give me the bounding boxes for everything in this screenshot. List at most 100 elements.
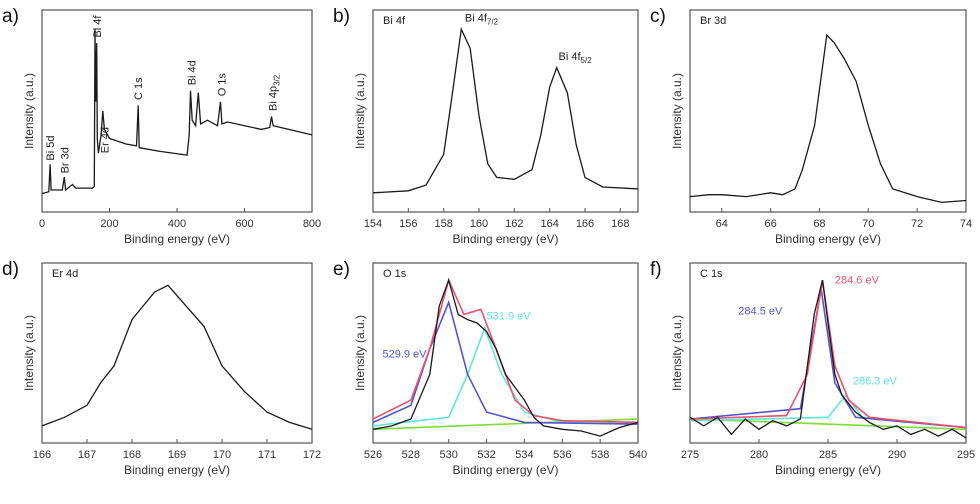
x-axis-label: Binding energy (eV) (124, 463, 230, 477)
x-axis-label: Binding energy (eV) (452, 463, 558, 477)
panel-letter: d) (2, 259, 19, 280)
x-tick-label: 166 (33, 449, 51, 461)
x-tick-label: 295 (957, 449, 975, 461)
panel-letter: a) (2, 6, 19, 27)
annotation-text: 286.3 eV (853, 376, 898, 388)
x-axis-label: Binding energy (eV) (775, 463, 881, 477)
peak-annotation: Er 4d (99, 127, 111, 153)
x-tick-label: 530 (440, 449, 458, 461)
series-raw-line (41, 284, 313, 430)
peak-annotation: 529.9 eV (382, 348, 427, 360)
x-tick-label: 400 (168, 218, 186, 230)
x-tick-label: 526 (364, 449, 382, 461)
x-tick-label: 171 (258, 449, 276, 461)
x-tick-label: 72 (911, 218, 923, 230)
series-raw-line (41, 28, 313, 195)
annotation-text: Bi 4d (187, 60, 199, 85)
peak-annotation: 284.5 eV (738, 305, 783, 317)
panel-title: Br 3d (700, 15, 726, 27)
x-tick-label: 170 (213, 449, 231, 461)
annotation-text: Br 3d (59, 147, 71, 173)
x-tick-label: 536 (553, 449, 571, 461)
x-tick-label: 800 (303, 218, 321, 230)
series-background-line (689, 418, 967, 431)
peak-annotation: Bi 4f (92, 15, 104, 38)
peak-annotation: C 1s (133, 77, 145, 100)
x-tick-label: 290 (888, 449, 906, 461)
x-tick-label: 600 (235, 218, 253, 230)
peak-annotation: 531.9 eV (487, 311, 532, 323)
y-axis-label: Intensity (a.u.) (22, 315, 36, 391)
annotation-subscript: 3/2 (273, 74, 282, 86)
y-axis-label: Intensity (a.u.) (22, 73, 36, 149)
annotation-subscript: 5/2 (581, 56, 593, 65)
series-envelope-line (689, 279, 967, 429)
series-envelope-line (372, 277, 639, 424)
x-tick-label: 167 (78, 449, 96, 461)
panel-title: O 1s (383, 268, 407, 280)
x-axis-label: Binding energy (eV) (452, 232, 558, 246)
x-tick-label: 280 (750, 449, 768, 461)
x-tick-label: 534 (515, 449, 533, 461)
series-raw-line (689, 279, 967, 439)
peak-annotation: 284.6 eV (835, 275, 880, 287)
x-tick-label: 169 (168, 449, 186, 461)
annotation-subscript: 7/2 (487, 18, 499, 27)
peak-annotation: Br 3d (59, 147, 71, 173)
annotation-text: 531.9 eV (487, 311, 532, 323)
annotation-text: Bi 4f (559, 51, 582, 63)
x-tick-label: 68 (813, 218, 825, 230)
x-tick-label: 172 (303, 449, 321, 461)
y-axis-label: Intensity (a.u.) (353, 73, 367, 149)
x-tick-label: 275 (681, 449, 699, 461)
x-tick-label: 154 (364, 218, 382, 230)
annotation-text: Bi 4f (465, 13, 488, 25)
panel-letter: e) (333, 259, 350, 280)
x-tick-label: 285 (819, 449, 837, 461)
x-tick-label: 540 (629, 449, 647, 461)
x-tick-label: 162 (505, 218, 523, 230)
panel-b: b) Bi 4f 154 156 158 160 162 164 166 168 Binding e… (333, 6, 639, 246)
plot-frame (372, 9, 639, 213)
annotation-text: O 1s (217, 73, 229, 97)
peak-annotation: O 1s (217, 73, 229, 97)
x-tick-label: 160 (470, 218, 488, 230)
annotation-text: 529.9 eV (382, 348, 427, 360)
y-axis-label: Intensity (a.u.) (670, 315, 684, 391)
plot-frame (689, 9, 967, 213)
x-tick-label: 0 (39, 218, 45, 230)
panel-title: C 1s (700, 268, 723, 280)
x-tick-label: 166 (576, 218, 594, 230)
annotation-text: 284.5 eV (738, 305, 783, 317)
x-tick-label: 538 (591, 449, 609, 461)
annotation-text: Bi 5d (45, 136, 57, 161)
y-axis-label: Intensity (a.u.) (353, 315, 367, 391)
x-axis-label: Binding energy (eV) (775, 232, 881, 246)
panel-f: f) C 1s 275 280 285 290 295 Binding energy (eV)… (650, 259, 975, 477)
series-peak2-line (372, 325, 639, 427)
panel-title: Er 4d (52, 268, 78, 280)
peak-annotation: 286.3 eV (853, 376, 898, 388)
x-tick-label: 200 (100, 218, 118, 230)
x-tick-label: 164 (540, 218, 558, 230)
plot-frame (41, 262, 313, 444)
peak-annotation: Bi 4d (187, 60, 199, 85)
x-tick-label: 168 (611, 218, 629, 230)
peak-annotation: Bi 5d (45, 136, 57, 161)
x-tick-label: 158 (434, 218, 452, 230)
x-tick-label: 168 (123, 449, 141, 461)
series-peak1-line (689, 288, 967, 429)
x-tick-label: 70 (862, 218, 874, 230)
annotation-text: Bi 4f (92, 15, 104, 38)
panel-title: Bi 4f (383, 15, 406, 27)
plot-frame (689, 262, 967, 444)
panel-d: d) Er 4d 166 167 168 169 170 171 172 Binding ener… (2, 259, 321, 477)
panel-letter: b) (333, 6, 350, 27)
annotation-text: 284.6 eV (835, 275, 880, 287)
y-axis-label: Intensity (a.u.) (670, 73, 684, 149)
annotation-text: C 1s (133, 77, 145, 100)
series-raw-line (372, 277, 639, 437)
panel-letter: c) (650, 6, 666, 27)
x-tick-label: 532 (477, 449, 495, 461)
peak-annotation: Bi 4p3/2 (268, 74, 282, 111)
